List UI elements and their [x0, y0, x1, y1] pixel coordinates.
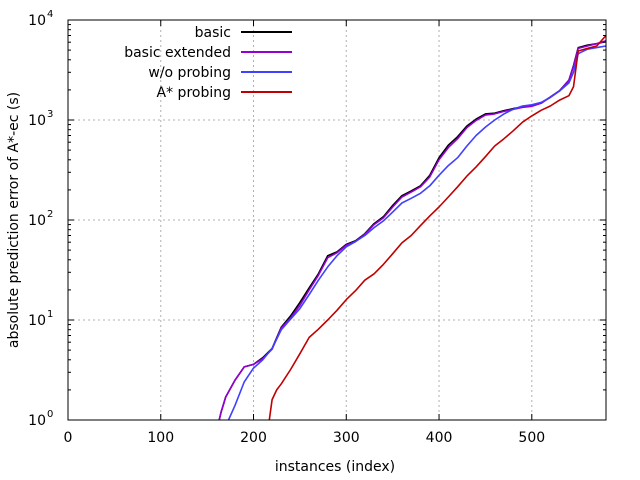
y-tick-label: 10	[28, 413, 46, 429]
x-tick-label: 300	[333, 430, 360, 446]
series-lines	[218, 34, 607, 421]
series-line-2	[227, 45, 607, 421]
x-axis-label: instances (index)	[275, 459, 395, 475]
y-tick-label: 10	[28, 313, 46, 329]
x-tick-label: 500	[518, 430, 545, 446]
legend-label: A* probing	[157, 85, 231, 101]
y-tick-label: 10	[28, 213, 46, 229]
y-tick-exponent: 2	[47, 209, 53, 220]
legend-label: basic extended	[124, 45, 231, 61]
y-axis-label: absolute prediction error of A*-ec (s)	[6, 92, 22, 348]
y-tick-exponent: 1	[47, 309, 53, 320]
series-line-3	[268, 34, 607, 421]
y-tick-exponent: 4	[47, 9, 53, 20]
grid-lines	[68, 20, 606, 420]
legend-label: basic	[195, 25, 231, 41]
x-tick-label: 400	[426, 430, 453, 446]
x-tick-label: 200	[240, 430, 267, 446]
x-axis-ticks: 0 100 200 300 400 500	[64, 20, 545, 446]
x-tick-label: 100	[147, 430, 174, 446]
x-tick-label: 0	[64, 430, 73, 446]
y-tick-label: 10	[28, 113, 46, 129]
legend: basic basic extended w/o probing A* probing	[124, 25, 292, 101]
y-tick-exponent: 3	[47, 109, 53, 120]
y-tick-label: 10	[28, 13, 46, 29]
y-tick-exponent: 0	[47, 409, 53, 420]
legend-label: w/o probing	[148, 65, 231, 81]
